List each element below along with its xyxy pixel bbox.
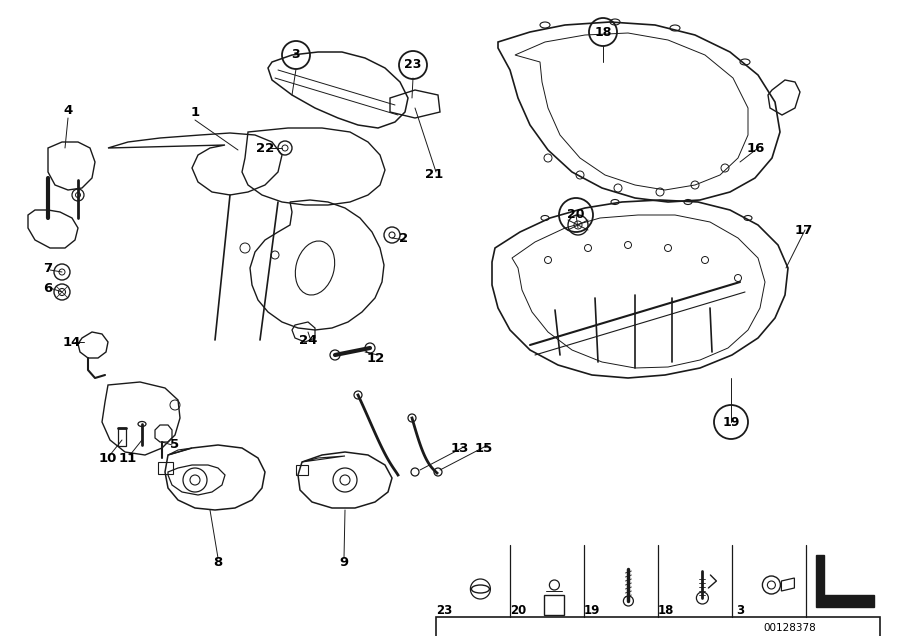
- Text: 00128378: 00128378: [763, 623, 816, 633]
- Text: 23: 23: [404, 59, 422, 71]
- Text: 19: 19: [723, 415, 740, 429]
- Text: 10: 10: [99, 452, 117, 464]
- Text: 13: 13: [451, 441, 469, 455]
- Text: 19: 19: [584, 604, 600, 618]
- Text: 9: 9: [339, 556, 348, 569]
- Text: 18: 18: [594, 25, 612, 39]
- Polygon shape: [816, 555, 874, 607]
- Text: 23: 23: [436, 604, 452, 618]
- Text: 20: 20: [510, 604, 526, 618]
- Text: 2: 2: [400, 232, 409, 244]
- Text: 1: 1: [191, 106, 200, 118]
- Bar: [436, 617, 880, 636]
- Text: 11: 11: [119, 452, 137, 464]
- Text: 3: 3: [736, 604, 744, 618]
- Text: 14: 14: [63, 336, 81, 349]
- Text: 24: 24: [299, 333, 317, 347]
- Text: 20: 20: [567, 209, 585, 221]
- Text: 8: 8: [213, 556, 222, 569]
- Bar: [158, 462, 173, 474]
- Text: 4: 4: [63, 104, 73, 116]
- Bar: [296, 465, 308, 475]
- Text: 3: 3: [292, 48, 301, 62]
- Text: 7: 7: [43, 261, 52, 275]
- Text: 6: 6: [43, 282, 52, 294]
- Text: 16: 16: [747, 141, 765, 155]
- Text: 5: 5: [170, 438, 180, 452]
- Text: 15: 15: [475, 441, 493, 455]
- Text: 12: 12: [367, 352, 385, 364]
- Text: 17: 17: [795, 223, 813, 237]
- Bar: [544, 595, 564, 615]
- Text: 18: 18: [658, 604, 674, 618]
- Text: 21: 21: [425, 169, 443, 181]
- Bar: [118, 428, 126, 446]
- Text: 22: 22: [256, 141, 274, 155]
